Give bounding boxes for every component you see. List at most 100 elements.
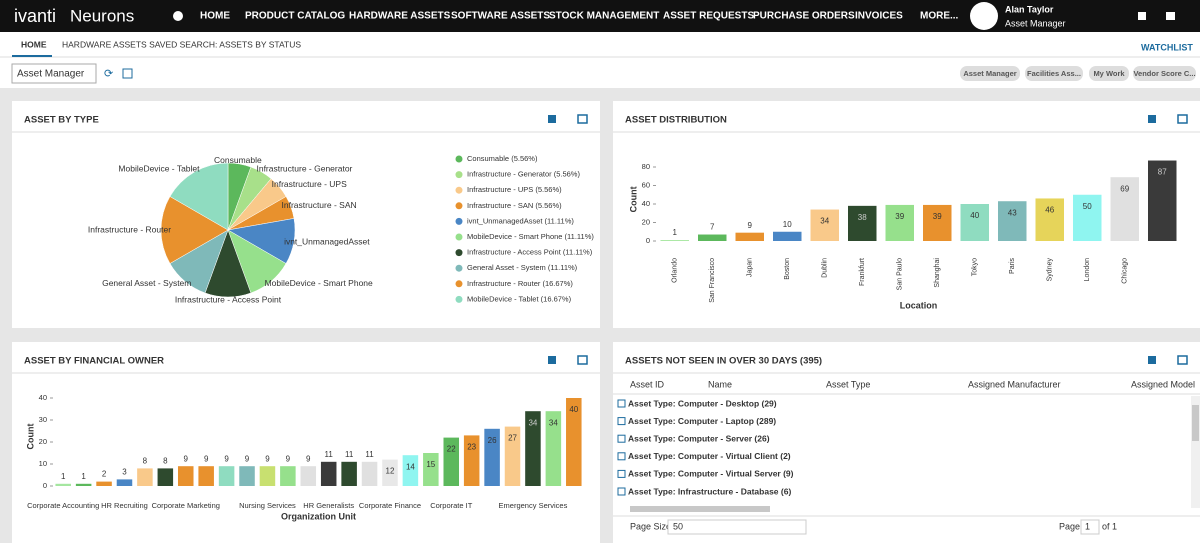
value-label: 40 — [970, 211, 979, 220]
pie-label: ivnt_UnmanagedAsset — [284, 237, 370, 247]
x-tick-label: Emergency Services — [499, 501, 568, 510]
panel-icon[interactable] — [1177, 114, 1188, 124]
group-row[interactable]: Asset Type: Computer - Laptop (289) — [628, 416, 776, 426]
value-label: 1 — [61, 472, 66, 481]
nav-item[interactable]: PRODUCT CATALOG — [245, 11, 345, 22]
expand-icon[interactable] — [617, 469, 626, 478]
panel — [12, 101, 600, 328]
y-tick-label: 80 — [642, 162, 650, 171]
group-row[interactable]: Asset Type: Computer - Desktop (29) — [628, 398, 777, 408]
x-tick-label: Japan — [747, 258, 754, 277]
logo: ivanti — [14, 6, 56, 26]
bar — [239, 466, 255, 486]
value-label: 1 — [673, 228, 678, 237]
x-tick-label: Nursing Services — [239, 501, 296, 510]
group-row[interactable]: Asset Type: Computer - Virtual Server (9… — [628, 469, 794, 479]
chip[interactable] — [1089, 66, 1129, 81]
bar — [259, 466, 276, 486]
legend-label: Infrastructure - Router (16.67%) — [467, 279, 573, 288]
x-tick-label: Tokyo — [972, 258, 979, 276]
x-axis-label: Location — [900, 300, 938, 310]
nav-item[interactable]: PURCHASE ORDERS — [753, 11, 855, 22]
tab[interactable]: HARDWARE ASSETS SAVED SEARCH: ASSETS BY … — [62, 39, 301, 49]
chip[interactable] — [1133, 66, 1196, 81]
expand-icon[interactable] — [617, 399, 626, 408]
nav-item[interactable]: MORE... — [920, 11, 959, 22]
nav-item[interactable]: HARDWARE ASSETS — [349, 11, 451, 22]
chip[interactable] — [1025, 66, 1083, 81]
value-label: 34 — [549, 418, 558, 427]
value-label: 26 — [488, 436, 497, 445]
add-icon[interactable] — [173, 11, 183, 21]
group-row[interactable]: Asset Type: Computer - Server (26) — [628, 433, 770, 443]
scrollbar-thumb — [1192, 405, 1199, 441]
legend-label: ivnt_UnmanagedAsset (11.11%) — [467, 216, 574, 225]
nav-item[interactable]: STOCK MANAGEMENT — [549, 11, 659, 22]
legend-dot — [455, 295, 463, 303]
pie-label: Infrastructure - Generator — [256, 163, 352, 173]
bar — [320, 461, 337, 486]
layout-icon[interactable] — [122, 68, 133, 79]
bar — [75, 483, 92, 486]
panel-icon[interactable] — [548, 115, 556, 123]
panel-icon[interactable] — [577, 355, 588, 365]
value-label: 7 — [710, 223, 715, 232]
value-label: 9 — [286, 454, 291, 463]
bar — [382, 459, 398, 486]
bar — [361, 461, 378, 486]
value-label: 3 — [122, 468, 127, 477]
bar — [280, 466, 296, 486]
page-input[interactable] — [1080, 519, 1100, 535]
bar — [960, 204, 989, 241]
panel-icon[interactable] — [548, 356, 556, 364]
legend-label: Infrastructure - Access Point (11.11%) — [467, 248, 593, 257]
panel-icon[interactable] — [577, 114, 588, 124]
panel-icon[interactable] — [1148, 115, 1156, 123]
expand-icon[interactable] — [617, 417, 626, 426]
column-header: Asset Type — [826, 379, 870, 389]
avatar[interactable] — [970, 2, 998, 30]
refresh-icon[interactable]: ⟳ — [104, 68, 113, 80]
page-number: 1 — [1085, 521, 1090, 531]
bar — [810, 209, 839, 241]
nav-item[interactable]: HOME — [200, 11, 230, 22]
expand-icon[interactable] — [617, 452, 626, 461]
panel — [12, 342, 600, 543]
expand-icon[interactable] — [617, 434, 626, 443]
value-label: 9 — [184, 454, 189, 463]
column-header: Name — [708, 379, 732, 389]
x-tick-label: Dublin — [822, 258, 829, 278]
y-tick-label: 20 — [39, 437, 47, 446]
bar — [423, 453, 439, 486]
nav-item[interactable]: SOFTWARE ASSETS — [451, 11, 550, 22]
tab[interactable]: HOME — [21, 39, 47, 49]
panel-icon[interactable] — [1177, 355, 1188, 365]
dropdown[interactable] — [11, 63, 97, 84]
y-tick-label: 10 — [39, 459, 47, 468]
y-tick-label: 0 — [646, 236, 650, 245]
nav-item[interactable]: INVOICES — [855, 11, 903, 22]
bar — [177, 466, 194, 486]
nav-item[interactable]: ASSET REQUESTS — [663, 11, 754, 22]
help-icon[interactable] — [1138, 12, 1146, 20]
bar — [566, 398, 582, 486]
bar — [341, 461, 357, 486]
bar — [484, 428, 500, 486]
group-row[interactable]: Asset Type: Infrastructure - Database (6… — [628, 486, 791, 496]
value-label: 46 — [1045, 206, 1054, 215]
value-label: 40 — [569, 405, 578, 414]
page-size-select[interactable] — [667, 519, 807, 535]
x-tick-label: Orlando — [672, 258, 679, 283]
legend-label: General Asset - System (11.11%) — [467, 263, 578, 272]
value-label: 39 — [933, 212, 942, 221]
page-size: 50 — [673, 521, 683, 531]
bar — [885, 204, 914, 241]
watchlist[interactable]: WATCHLIST — [1141, 42, 1193, 52]
logout-icon[interactable] — [1166, 12, 1175, 20]
group-row[interactable]: Asset Type: Computer - Virtual Client (2… — [628, 451, 791, 461]
panel-icon[interactable] — [1148, 356, 1156, 364]
chip[interactable] — [960, 66, 1020, 81]
x-tick-label: Frankfurt — [859, 258, 866, 286]
y-tick-label: 20 — [642, 217, 650, 226]
expand-icon[interactable] — [617, 487, 626, 496]
